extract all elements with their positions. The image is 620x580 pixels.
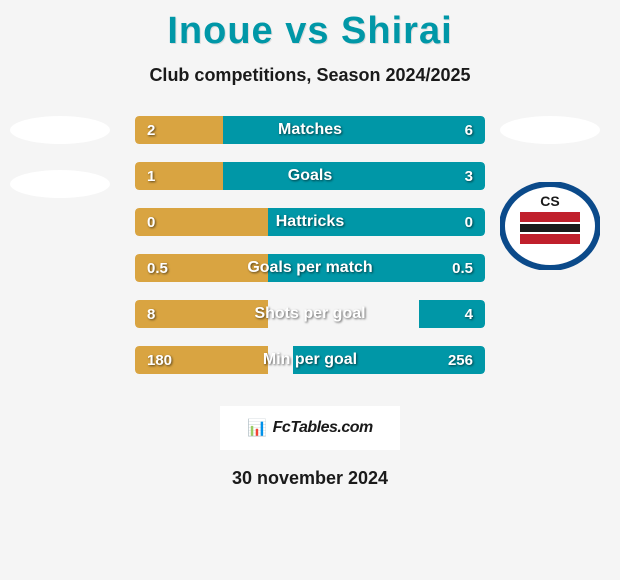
brand-text: FcTables.com <box>273 419 373 437</box>
right-badge-1 <box>500 116 600 144</box>
bar-right-fill <box>223 116 486 144</box>
stat-value-right: 0 <box>465 208 473 236</box>
footer-date: 30 november 2024 <box>232 468 388 489</box>
page-title: Inoue vs Shirai <box>167 10 452 53</box>
stat-row: 0.50.5Goals per match <box>135 254 485 282</box>
stat-value-right: 6 <box>465 116 473 144</box>
stat-value-right: 3 <box>465 162 473 190</box>
chart-icon: 📊 <box>247 418 266 438</box>
bar-right-fill <box>268 208 485 236</box>
stat-value-left: 180 <box>147 346 172 374</box>
stat-value-right: 4 <box>465 300 473 328</box>
bar-right-fill <box>419 300 486 328</box>
consadole-crest-icon: CS <box>500 182 600 270</box>
left-badge-2 <box>10 170 110 198</box>
right-team-crest: CS <box>500 182 600 270</box>
stat-value-right: 0.5 <box>452 254 473 282</box>
left-player-badges <box>10 116 110 224</box>
left-badge-1 <box>10 116 110 144</box>
chart-area: CS 26Matches13Goals00Hattricks0.50.5Goal… <box>0 116 620 392</box>
stat-value-left: 1 <box>147 162 155 190</box>
stat-row: 00Hattricks <box>135 208 485 236</box>
svg-text:CS: CS <box>540 193 559 209</box>
comparison-infographic: Inoue vs Shirai Club competitions, Seaso… <box>0 0 620 580</box>
page-subtitle: Club competitions, Season 2024/2025 <box>149 65 470 86</box>
right-player-badges: CS <box>500 116 600 270</box>
stat-row: 180256Min per goal <box>135 346 485 374</box>
stat-row: 26Matches <box>135 116 485 144</box>
stat-row: 13Goals <box>135 162 485 190</box>
stat-row: 84Shots per goal <box>135 300 485 328</box>
stat-value-left: 2 <box>147 116 155 144</box>
stat-value-left: 0 <box>147 208 155 236</box>
stat-value-left: 8 <box>147 300 155 328</box>
stat-bars: 26Matches13Goals00Hattricks0.50.5Goals p… <box>135 116 485 374</box>
bar-right-fill <box>223 162 486 190</box>
stat-value-right: 256 <box>448 346 473 374</box>
brand-footer: 📊 FcTables.com <box>220 406 400 450</box>
stat-value-left: 0.5 <box>147 254 168 282</box>
